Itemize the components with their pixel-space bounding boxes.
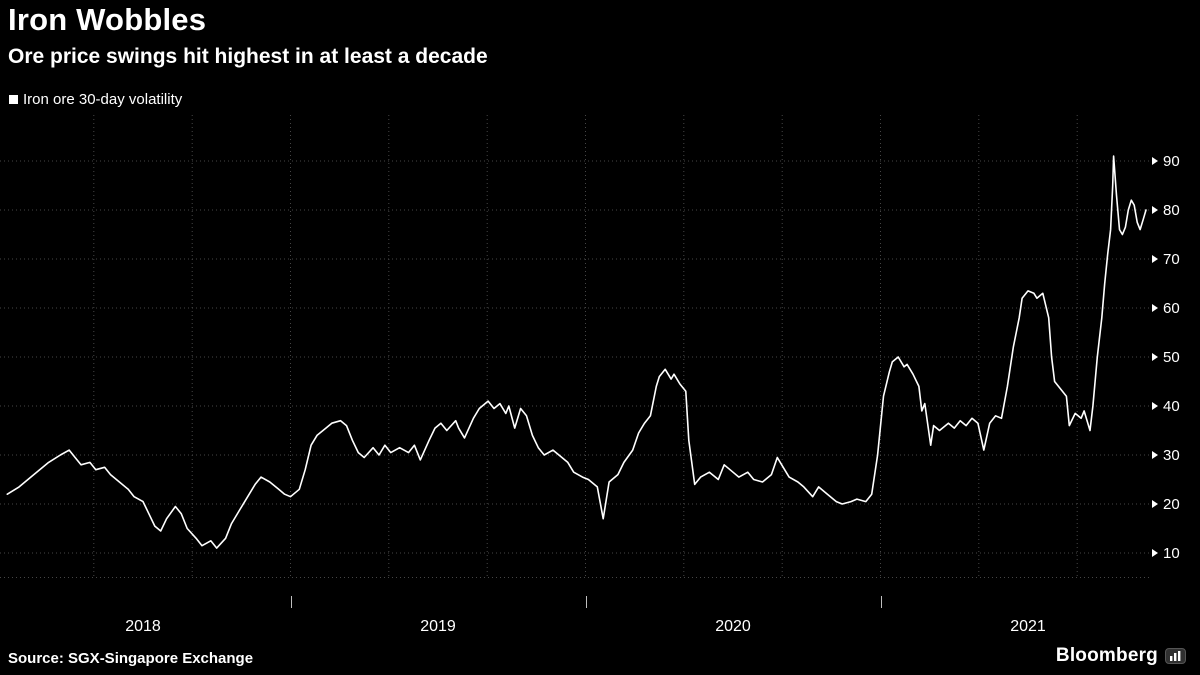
y-axis-label: 80 [1163, 201, 1180, 219]
plot-area [0, 115, 1152, 595]
volatility-line-chart [0, 115, 1152, 578]
x-axis-tickmark [290, 596, 292, 608]
source-attribution: Source: SGX-Singapore Exchange [8, 650, 254, 667]
tick-arrow-icon [1152, 549, 1158, 557]
legend-swatch-icon [9, 95, 18, 104]
tick-arrow-icon [1152, 255, 1158, 263]
tick-arrow-icon [1152, 500, 1158, 508]
x-axis-label: 2020 [715, 618, 751, 635]
tick-arrow-icon [1152, 451, 1158, 459]
legend-label: Iron ore 30-day volatility [23, 91, 183, 108]
tick-arrow-icon [1152, 353, 1158, 361]
x-axis-tickmark [585, 596, 587, 608]
y-axis-label: 30 [1163, 446, 1180, 464]
tick-arrow-icon [1152, 157, 1158, 165]
x-axis-tickmark [880, 596, 882, 608]
y-axis-tick: 30 [1152, 446, 1180, 464]
tick-arrow-icon [1152, 402, 1158, 410]
y-axis-label: 20 [1163, 495, 1180, 513]
legend: Iron ore 30-day volatility [9, 91, 182, 108]
y-axis-tick: 70 [1152, 250, 1180, 268]
y-axis-label: 10 [1163, 544, 1180, 562]
y-axis: 10 20 30 40 50 60 70 80 90 [1152, 115, 1200, 595]
y-axis-tick: 40 [1152, 397, 1180, 415]
y-axis-label: 70 [1163, 250, 1180, 268]
tick-arrow-icon [1152, 304, 1158, 312]
x-axis-label: 2018 [125, 618, 161, 635]
y-axis-tick: 10 [1152, 544, 1180, 562]
y-axis-tick: 60 [1152, 299, 1180, 317]
x-axis-label: 2021 [1010, 618, 1046, 635]
y-axis-tick: 90 [1152, 152, 1180, 170]
bloomberg-logo: Bloomberg [1056, 645, 1186, 667]
y-axis-tick: 50 [1152, 348, 1180, 366]
chart-subtitle: Ore price swings hit highest in at least… [8, 45, 488, 68]
x-axis: 2018 2019 2020 2021 [0, 596, 1200, 646]
y-axis-tick: 80 [1152, 201, 1180, 219]
y-axis-tick: 20 [1152, 495, 1180, 513]
bloomberg-wordmark: Bloomberg [1055, 645, 1158, 666]
x-axis-label: 2019 [420, 618, 456, 635]
y-axis-label: 60 [1163, 299, 1180, 317]
chart-title: Iron Wobbles [8, 2, 207, 37]
tick-arrow-icon [1152, 206, 1158, 214]
bloomberg-bars-icon [1165, 648, 1186, 664]
y-axis-label: 90 [1163, 152, 1180, 170]
volatility-line [6, 155, 1147, 549]
y-axis-label: 40 [1163, 397, 1180, 415]
y-axis-label: 50 [1163, 348, 1180, 366]
